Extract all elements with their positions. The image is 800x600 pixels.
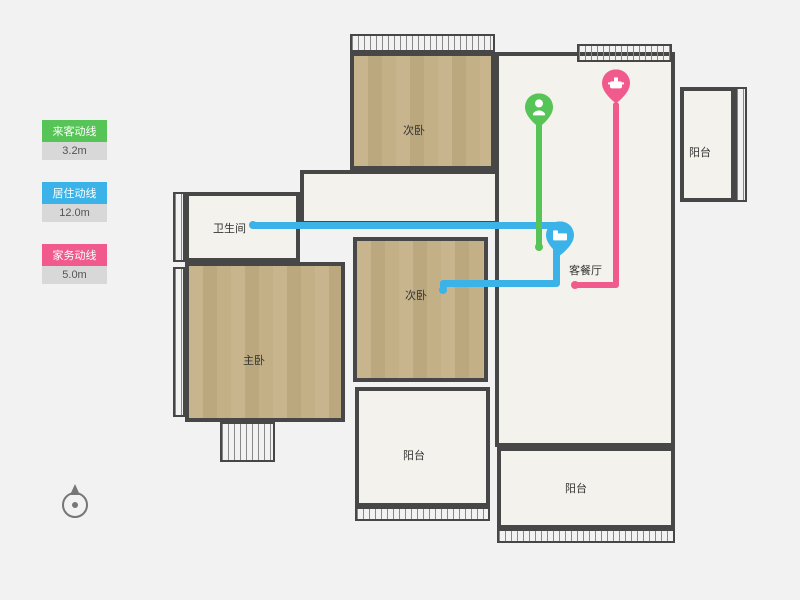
legend-value: 3.2m xyxy=(42,142,107,160)
legend-value: 5.0m xyxy=(42,266,107,284)
room-label-bedroom2-mid: 次卧 xyxy=(405,287,427,303)
path-living-endpoint xyxy=(439,286,447,294)
path-living-endpoint xyxy=(249,221,257,229)
path-living-segment xyxy=(250,222,560,229)
wall-hatch xyxy=(355,507,490,521)
room-label-bathroom: 卫生间 xyxy=(213,220,246,236)
room-bedroom2-top xyxy=(350,52,495,170)
room-master xyxy=(185,262,345,422)
legend-item-living: 居住动线 12.0m xyxy=(42,182,107,222)
path-living-marker-icon xyxy=(546,221,574,255)
legend-item-guest: 来客动线 3.2m xyxy=(42,120,107,160)
path-chore-segment xyxy=(573,282,619,288)
room-label-balcony-br: 阳台 xyxy=(565,480,587,496)
path-guest-segment xyxy=(536,122,542,247)
room-label-bedroom2-top: 次卧 xyxy=(403,122,425,138)
legend-label: 居住动线 xyxy=(42,182,107,204)
path-chore-marker-icon xyxy=(602,69,630,103)
wall-hatch xyxy=(350,34,495,52)
legend-value: 12.0m xyxy=(42,204,107,222)
room-label-living: 客餐厅 xyxy=(569,262,602,278)
path-chore-segment xyxy=(613,102,619,287)
path-guest-endpoint xyxy=(535,243,543,251)
legend-label: 家务动线 xyxy=(42,244,107,266)
wall-hatch xyxy=(220,422,275,462)
legend-label: 来客动线 xyxy=(42,120,107,142)
wall-hatch xyxy=(577,44,672,62)
path-chore-endpoint xyxy=(571,281,579,289)
room-label-balcony-tr: 阳台 xyxy=(689,144,711,160)
wall-hatch xyxy=(735,87,747,202)
path-guest-marker-icon xyxy=(525,93,553,127)
legend: 来客动线 3.2m 居住动线 12.0m 家务动线 5.0m xyxy=(42,120,107,306)
compass-icon xyxy=(55,480,95,520)
room-bedroom2-mid xyxy=(353,237,488,382)
room-label-master: 主卧 xyxy=(243,352,265,368)
legend-item-chore: 家务动线 5.0m xyxy=(42,244,107,284)
wall-hatch xyxy=(497,529,675,543)
floorplan: 次卧厨房阳台卫生间客餐厅主卧次卧阳台阳台 xyxy=(165,52,765,562)
wall-hatch xyxy=(173,267,185,417)
wall-hatch xyxy=(173,192,185,262)
room-living xyxy=(495,52,675,447)
room-label-balcony-bl: 阳台 xyxy=(403,447,425,463)
path-living-segment xyxy=(440,280,558,287)
